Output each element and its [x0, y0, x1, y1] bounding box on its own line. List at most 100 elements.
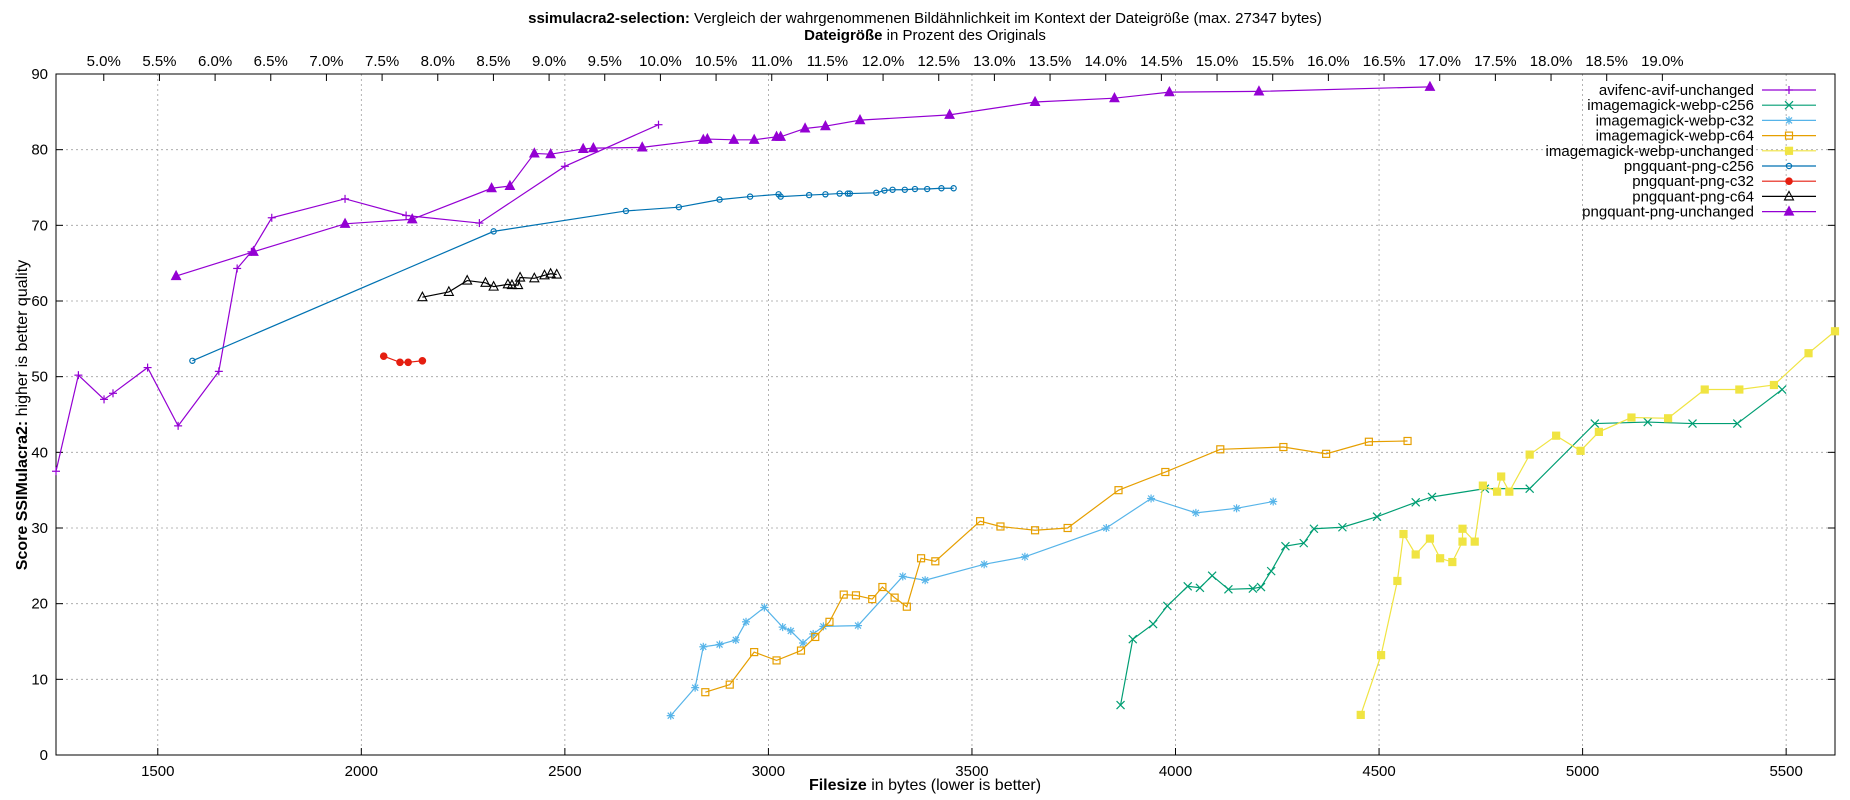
data-point-pngquant-png-c32	[379, 352, 388, 361]
data-point-avifenc-avif-unchanged	[143, 363, 152, 372]
data-point-pngquant-png-unchanged	[504, 179, 516, 191]
legend-label: pngquant-png-c256	[1624, 158, 1754, 175]
x2-tick-label: 5.0%	[87, 53, 121, 70]
data-point-imagemagick-webp-c256	[1309, 524, 1319, 534]
data-point-imagemagick-webp-unchanged	[1493, 487, 1502, 496]
x2-tick-label: 11.5%	[807, 53, 848, 70]
series-line-imagemagick-webp-c64	[705, 440, 1408, 693]
y-tick-label: 30	[31, 520, 48, 537]
data-point-imagemagick-webp-unchanged	[1478, 481, 1487, 490]
data-point-pngquant-png-c256	[844, 190, 851, 197]
data-point-avifenc-avif-unchanged	[52, 467, 60, 476]
data-point-pngquant-png-c256	[822, 191, 829, 198]
chart-title: ssimulacra2-selection: Vergleich der wah…	[528, 10, 1322, 27]
x2-tick-label: 18.0%	[1530, 53, 1573, 70]
data-point-imagemagick-webp-unchanged	[1700, 385, 1709, 394]
data-point-imagemagick-webp-c64	[996, 522, 1005, 531]
data-point-imagemagick-webp-unchanged	[1376, 651, 1386, 660]
x2-tick-label: 19.0%	[1641, 53, 1684, 70]
data-point-pngquant-png-unchanged	[854, 113, 866, 125]
data-point-pngquant-png-c256	[881, 187, 888, 194]
legend-marker	[1783, 190, 1795, 201]
data-point-imagemagick-webp-c32	[786, 626, 795, 635]
x-tick-label: 3000	[752, 763, 785, 780]
data-point-pngquant-png-c256	[622, 207, 630, 215]
data-point-pngquant-png-unchanged	[1163, 85, 1175, 97]
x-tick-label: 4500	[1362, 763, 1395, 780]
x-tick-label: 3500	[955, 763, 988, 780]
data-point-pngquant-png-c256	[846, 190, 854, 197]
legend-marker	[1785, 116, 1793, 125]
data-point-pngquant-png-c64	[443, 285, 455, 296]
data-point-imagemagick-webp-c256	[1427, 492, 1437, 502]
legend-label: imagemagick-webp-c256	[1587, 97, 1754, 114]
legend-label: imagemagick-webp-unchanged	[1546, 143, 1754, 160]
data-point-imagemagick-webp-c64	[725, 680, 734, 689]
data-point-imagemagick-webp-c64	[1279, 442, 1288, 452]
data-point-imagemagick-webp-c32	[853, 621, 862, 630]
x2-tick-label: 6.5%	[254, 53, 288, 70]
data-point-imagemagick-webp-c256	[1266, 566, 1276, 576]
data-point-imagemagick-webp-c32	[1191, 508, 1200, 517]
data-point-pngquant-png-c64	[539, 269, 550, 280]
data-point-imagemagick-webp-c256	[1337, 522, 1347, 532]
data-point-imagemagick-webp-c256	[1525, 484, 1535, 494]
y-tick-label: 80	[31, 142, 48, 159]
data-point-imagemagick-webp-c64	[811, 632, 820, 642]
data-point-pngquant-png-c256	[746, 193, 754, 200]
data-point-imagemagick-webp-c256	[1116, 700, 1125, 710]
x2-tick-label: 7.5%	[365, 53, 399, 70]
data-point-avifenc-avif-unchanged	[174, 421, 183, 430]
y-tick-label: 40	[31, 444, 48, 461]
legend-label: pngquant-png-c64	[1632, 188, 1754, 205]
x2-tick-label: 17.5%	[1474, 53, 1517, 70]
data-point-imagemagick-webp-unchanged	[1663, 414, 1673, 423]
y-tick-label: 50	[31, 369, 48, 386]
data-point-pngquant-png-c64	[480, 276, 491, 287]
data-point-imagemagick-webp-c32	[742, 617, 751, 626]
data-point-imagemagick-webp-c32	[760, 603, 769, 612]
x2-tick-label: 8.0%	[421, 53, 455, 70]
y-tick-label: 70	[31, 217, 48, 234]
x2-axis-label: Dateigröße in Prozent des Originals	[804, 27, 1046, 44]
data-point-imagemagick-webp-c256	[1777, 385, 1787, 394]
legend-marker	[1784, 131, 1794, 140]
data-point-imagemagick-webp-c32	[1020, 552, 1029, 561]
data-point-imagemagick-webp-unchanged	[1448, 557, 1457, 567]
data-point-imagemagick-webp-c256	[1256, 582, 1266, 592]
data-point-imagemagick-webp-unchanged	[1458, 537, 1467, 546]
data-point-imagemagick-webp-c64	[851, 591, 861, 600]
series-line-imagemagick-webp-c256	[1119, 389, 1783, 706]
series-line-pngquant-png-c256	[192, 187, 954, 362]
data-point-pngquant-png-c64	[506, 278, 518, 290]
data-point-imagemagick-webp-unchanged	[1627, 413, 1636, 422]
legend-marker	[1785, 162, 1793, 170]
data-point-avifenc-avif-unchanged	[108, 389, 117, 398]
data-point-imagemagick-webp-unchanged	[1735, 385, 1744, 394]
data-point-imagemagick-webp-c256	[1248, 584, 1258, 593]
legend-marker	[1783, 205, 1795, 216]
data-point-pngquant-png-unchanged	[170, 269, 182, 281]
legend-marker	[1784, 146, 1794, 155]
data-point-imagemagick-webp-c64	[878, 582, 887, 592]
data-point-pngquant-png-c256	[911, 185, 919, 193]
data-point-imagemagick-webp-c64	[1063, 523, 1072, 533]
data-point-pngquant-png-c64	[551, 268, 563, 279]
data-point-pngquant-png-c64	[512, 278, 524, 290]
data-point-avifenc-avif-unchanged	[214, 367, 223, 376]
data-point-imagemagick-webp-c64	[868, 595, 877, 604]
data-point-imagemagick-webp-c64	[1364, 437, 1373, 446]
data-point-imagemagick-webp-c256	[1183, 581, 1193, 591]
data-point-pngquant-png-unchanged	[701, 132, 713, 144]
data-point-pngquant-png-unchanged	[577, 142, 589, 153]
data-point-imagemagick-webp-c64	[1161, 467, 1170, 477]
x2-tick-label: 16.0%	[1307, 53, 1350, 70]
data-point-imagemagick-webp-c64	[902, 602, 911, 611]
data-point-imagemagick-webp-unchanged	[1458, 524, 1467, 533]
data-point-imagemagick-webp-unchanged	[1470, 537, 1479, 546]
y-tick-label: 20	[31, 596, 48, 613]
data-point-imagemagick-webp-c32	[691, 683, 700, 692]
x2-tick-label: 13.0%	[973, 53, 1016, 70]
data-point-imagemagick-webp-c256	[1224, 584, 1233, 594]
x2-tick-label: 7.0%	[309, 53, 343, 70]
